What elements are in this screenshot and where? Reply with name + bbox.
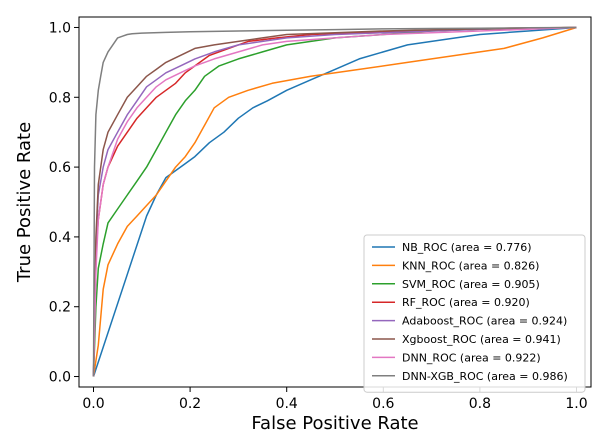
roc-line-6 <box>92 26 577 377</box>
roc-line-1 <box>92 26 577 377</box>
legend-label-3: RF_ROC (area = 0.920) <box>402 296 530 309</box>
legend-label-7: DNN-XGB_ROC (area = 0.986) <box>402 370 568 383</box>
y-axis-label: True Positive Rate <box>14 122 35 283</box>
legend-label-4: Adaboost_ROC (area = 0.924) <box>402 315 567 328</box>
x-tick-label-5: 1.0 <box>565 396 587 412</box>
legend-label-6: DNN_ROC (area = 0.922) <box>402 351 541 364</box>
roc-line-0 <box>92 26 577 377</box>
legend-label-0: NB_ROC (area = 0.776) <box>402 241 532 254</box>
plot-frame <box>78 16 592 388</box>
y-tick-label-4: 0.8 <box>49 90 71 106</box>
x-tick-label-4: 0.8 <box>469 396 491 412</box>
y-tick-label-1: 0.2 <box>49 300 71 316</box>
x-tick-label-1: 0.2 <box>179 396 201 412</box>
series-layer <box>92 26 577 377</box>
y-tick-label-0: 0.0 <box>49 370 71 386</box>
x-tick-label-3: 0.6 <box>372 396 394 412</box>
legend-label-1: KNN_ROC (area = 0.826) <box>402 259 539 272</box>
roc-line-7 <box>92 26 577 377</box>
x-axis-label: False Positive Rate <box>251 413 418 434</box>
legend-box <box>363 234 586 393</box>
y-tick-label-3: 0.6 <box>49 160 71 176</box>
x-tick-label-0: 0.0 <box>82 396 104 412</box>
roc-line-5 <box>92 26 577 377</box>
legend-label-5: Xgboost_ROC (area = 0.941) <box>402 333 561 346</box>
roc-line-4 <box>92 26 577 377</box>
y-tick-label-2: 0.4 <box>49 230 71 246</box>
legend-label-2: SVM_ROC (area = 0.905) <box>402 278 540 291</box>
y-tick-label-5: 1.0 <box>49 20 71 36</box>
legend: NB_ROC (area = 0.776) KNN_ROC (area = 0.8… <box>363 234 586 393</box>
x-tick-label-2: 0.4 <box>276 396 298 412</box>
